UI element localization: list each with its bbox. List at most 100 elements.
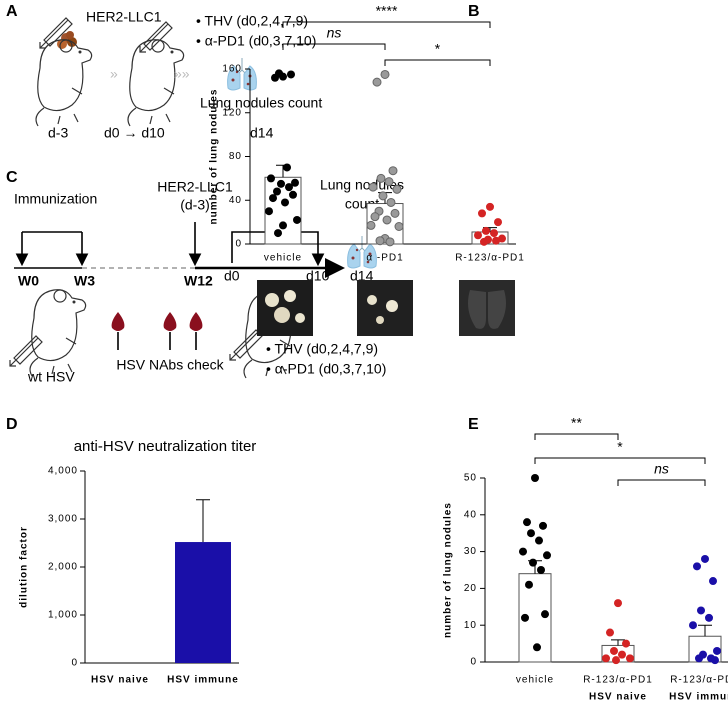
y-tick-label: 120 xyxy=(222,107,242,118)
blood-drop xyxy=(111,312,125,331)
day: d10 xyxy=(306,268,330,284)
chart-title: anti-HSV neutralization titer xyxy=(74,438,257,455)
x-tick-label: HSV immune xyxy=(167,675,239,686)
data-point xyxy=(535,536,543,545)
data-point xyxy=(541,610,549,619)
mouse-icon xyxy=(35,39,93,127)
y-tick-label: 3,000 xyxy=(48,514,78,525)
timepoint: d0 → d10 xyxy=(104,125,165,141)
day: d0 xyxy=(224,268,240,284)
data-point xyxy=(384,177,394,187)
data-point xyxy=(275,69,283,78)
data-point xyxy=(486,202,494,211)
data-point xyxy=(539,521,547,530)
y-tick-label: 30 xyxy=(464,546,477,557)
y-tick-label: 10 xyxy=(464,620,477,631)
data-point xyxy=(521,613,529,622)
data-point xyxy=(478,209,486,218)
timepoint: d14 xyxy=(250,125,274,141)
data-point xyxy=(519,547,527,556)
mouse-icon xyxy=(29,289,87,377)
y-tick-label: 20 xyxy=(464,583,477,594)
y-tick-label: 2,000 xyxy=(48,562,78,573)
data-point xyxy=(392,184,402,194)
significance-bracket xyxy=(617,479,706,486)
x-sublabel: HSV naive xyxy=(589,692,647,702)
treatment: • THV (d0,2,4,7,9) xyxy=(196,13,308,29)
data-point xyxy=(269,194,277,203)
data-point xyxy=(394,222,404,231)
x-tick-label: α -PD1 xyxy=(366,253,403,264)
x-tick-label: R-123/α-PD1 xyxy=(670,675,728,686)
week: W3 xyxy=(74,273,95,289)
y-tick-label: 40 xyxy=(464,509,477,520)
data-point xyxy=(388,166,398,176)
data-point xyxy=(537,566,545,574)
significance-label: **** xyxy=(376,3,398,19)
data-point xyxy=(375,236,385,246)
y-axis-label: dilution factor xyxy=(19,526,30,608)
syringe-icon xyxy=(139,21,173,53)
data-point xyxy=(711,656,719,665)
data-point xyxy=(529,558,537,567)
y-tick-label: 1,000 xyxy=(48,610,78,621)
significance-bracket xyxy=(282,21,491,28)
data-point xyxy=(490,229,498,238)
data-point xyxy=(689,621,697,630)
treatment: • α-PD1 (d0,3,7,10) xyxy=(196,33,316,49)
data-point xyxy=(612,656,620,665)
error-bar xyxy=(196,499,210,543)
data-point xyxy=(385,237,395,247)
data-point xyxy=(697,606,705,615)
data-point xyxy=(293,215,301,224)
data-point xyxy=(480,237,488,246)
blood-drop xyxy=(163,312,177,331)
data-point xyxy=(531,474,539,482)
significance-label: ns xyxy=(327,25,342,41)
significance-bracket xyxy=(384,59,491,66)
data-point xyxy=(543,551,551,560)
data-point xyxy=(614,599,622,608)
x-sublabel: HSV immune xyxy=(669,692,728,702)
data-point xyxy=(533,643,541,652)
significance-bracket xyxy=(534,457,706,464)
data-point xyxy=(390,208,400,218)
significance-label: ** xyxy=(571,415,582,431)
data-point xyxy=(291,178,299,187)
data-point xyxy=(285,183,293,192)
arrow xyxy=(117,332,197,350)
panel-label: A xyxy=(6,3,18,20)
readout: Lung nodules count xyxy=(200,95,322,111)
data-point xyxy=(281,198,289,207)
syringe-icon xyxy=(9,335,43,367)
week: W0 xyxy=(18,273,39,289)
x-tick-label: HSV naive xyxy=(91,675,149,686)
data-point xyxy=(376,173,386,183)
data-point xyxy=(618,650,626,659)
data-point xyxy=(626,654,634,663)
panel-label: E xyxy=(468,416,479,433)
week: W12 xyxy=(184,273,213,289)
data-point xyxy=(287,70,295,79)
phase-label: Immunization xyxy=(14,191,97,207)
check: HSV NAbs check xyxy=(116,357,224,373)
data-point xyxy=(265,207,273,216)
blood-drop xyxy=(189,312,203,331)
data-point xyxy=(372,77,382,87)
lung-photo xyxy=(459,280,515,336)
data-point xyxy=(482,226,490,235)
data-point xyxy=(382,215,392,225)
bar xyxy=(175,542,231,663)
data-point xyxy=(525,580,533,589)
day: d14 xyxy=(350,268,374,284)
y-tick-label: 50 xyxy=(464,473,477,484)
y-tick-label: 80 xyxy=(229,151,242,162)
treatment: • THV (d0,2,4,7,9) xyxy=(266,341,378,357)
y-tick-label: 4,000 xyxy=(48,466,78,477)
data-point xyxy=(713,646,721,655)
data-point xyxy=(494,218,502,227)
y-tick-label: 0 xyxy=(71,658,78,669)
chevron: » xyxy=(110,66,118,82)
data-point xyxy=(705,613,713,622)
data-point xyxy=(492,236,500,245)
